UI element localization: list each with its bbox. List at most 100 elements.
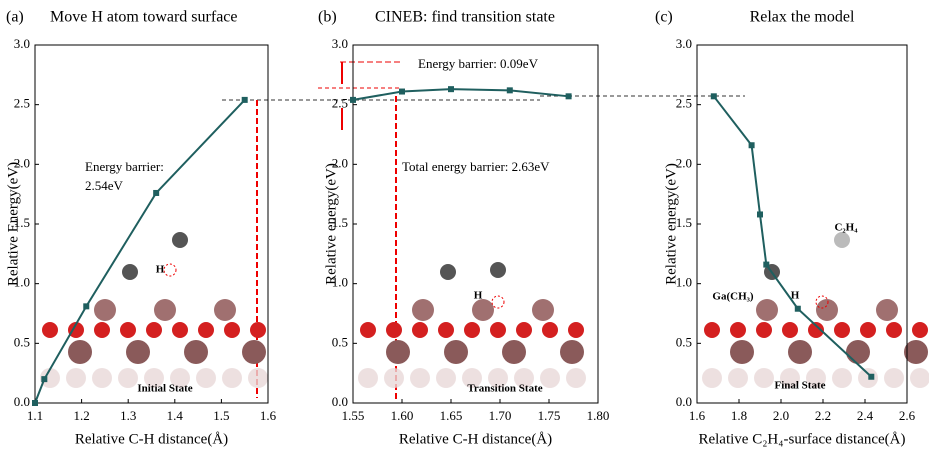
annotation: H: [474, 290, 483, 302]
atom: [788, 340, 812, 364]
y-tick-label: 0.0: [332, 394, 348, 409]
x-tick-label: 1.55: [342, 408, 365, 423]
y-tick-label: 2.5: [14, 96, 30, 111]
annotation: 2.54eV: [85, 178, 124, 193]
annotation: Energy barrier: 0.09eV: [418, 56, 539, 71]
atom: [436, 368, 456, 388]
x-tick-label: 2.4: [857, 408, 874, 423]
atom: [184, 340, 208, 364]
chart-title: Move H atom toward surface: [50, 9, 238, 26]
atom: [440, 264, 456, 280]
atom: [730, 340, 754, 364]
atom: [754, 368, 774, 388]
x-tick-label: 1.5: [213, 408, 229, 423]
annotation: Energy barrier:: [85, 159, 164, 174]
data-point: [757, 211, 763, 218]
x-tick-label: 1.4: [167, 408, 184, 423]
panel-label: (a): [6, 9, 24, 26]
atom: [386, 340, 410, 364]
x-tick-label: 1.60: [391, 408, 414, 423]
atom: [384, 368, 404, 388]
x-tick-label: 1.65: [440, 408, 463, 423]
atom: [412, 322, 428, 338]
y-tick-label: 0.5: [332, 334, 348, 349]
data-point: [710, 93, 717, 100]
atom: [490, 262, 506, 278]
x-tick-label: 1.8: [731, 408, 747, 423]
atom: [912, 322, 928, 338]
y-tick-label: 3.0: [676, 36, 692, 51]
data-point: [41, 376, 48, 383]
atom: [360, 322, 376, 338]
atom: [704, 322, 720, 338]
data-point: [748, 142, 755, 149]
atom: [358, 368, 378, 388]
atom: [118, 368, 138, 388]
annotation: C₂H₄: [834, 222, 858, 234]
atom: [172, 322, 188, 338]
atom: [120, 322, 136, 338]
y-tick-label: 1.5: [332, 215, 348, 230]
atom: [250, 322, 266, 338]
atom: [196, 368, 216, 388]
atom: [42, 322, 58, 338]
atom: [806, 368, 826, 388]
x-tick-label: 2.6: [899, 408, 916, 423]
y-axis-label: Relative energy(eV): [663, 163, 679, 285]
data-point: [794, 305, 801, 312]
x-axis-label: Relative C-H distance(Å): [399, 431, 552, 447]
annotation: H: [156, 264, 165, 276]
y-tick-label: 2.0: [676, 155, 692, 170]
atom: [68, 322, 84, 338]
x-axis-label: Relative C-H distance(Å): [75, 431, 228, 447]
data-point: [241, 96, 248, 103]
data-point: [83, 303, 90, 310]
y-tick-label: 2.5: [676, 96, 692, 111]
x-tick-label: 1.6: [260, 408, 277, 423]
x-tick-label: 1.70: [489, 408, 512, 423]
annotation: H: [791, 290, 800, 302]
annotation: Total energy barrier: 2.63eV: [402, 159, 550, 174]
data-point: [153, 189, 160, 196]
y-tick-label: 0.0: [14, 394, 30, 409]
atom: [386, 322, 402, 338]
atom: [756, 299, 778, 321]
atom: [68, 340, 92, 364]
annotation: Transition State: [467, 383, 542, 395]
x-tick-label: 2.0: [773, 408, 789, 423]
chart-title: CINEB: find transition state: [375, 9, 555, 26]
data-point: [565, 93, 572, 100]
x-tick-label: 2.2: [815, 408, 831, 423]
atom: [780, 368, 800, 388]
atom: [540, 368, 560, 388]
atom: [488, 368, 508, 388]
atom: [532, 299, 554, 321]
y-axis-label: Relative energy(eV): [323, 163, 339, 285]
y-tick-label: 1.0: [676, 275, 692, 290]
h-atom: [491, 295, 505, 309]
data-point: [32, 400, 38, 406]
atom: [172, 232, 188, 248]
atom: [144, 368, 164, 388]
y-tick-label: 0.0: [676, 394, 692, 409]
chart-title: Relax the model: [750, 9, 855, 26]
panel-label: (c): [655, 9, 673, 26]
atom: [464, 322, 480, 338]
x-tick-label: 1.2: [73, 408, 89, 423]
atom: [910, 368, 929, 388]
atom: [516, 322, 532, 338]
atom: [224, 322, 240, 338]
atom: [560, 340, 584, 364]
y-axis-label: Relative Energy(eV): [5, 162, 21, 286]
atom: [462, 368, 482, 388]
atom: [94, 299, 116, 321]
y-tick-label: 2.0: [14, 155, 30, 170]
atom: [154, 299, 176, 321]
atom: [884, 368, 904, 388]
atom: [904, 340, 928, 364]
data-point: [868, 373, 875, 380]
atom: [832, 368, 852, 388]
data-point: [399, 88, 405, 95]
y-tick-label: 1.5: [14, 215, 30, 230]
